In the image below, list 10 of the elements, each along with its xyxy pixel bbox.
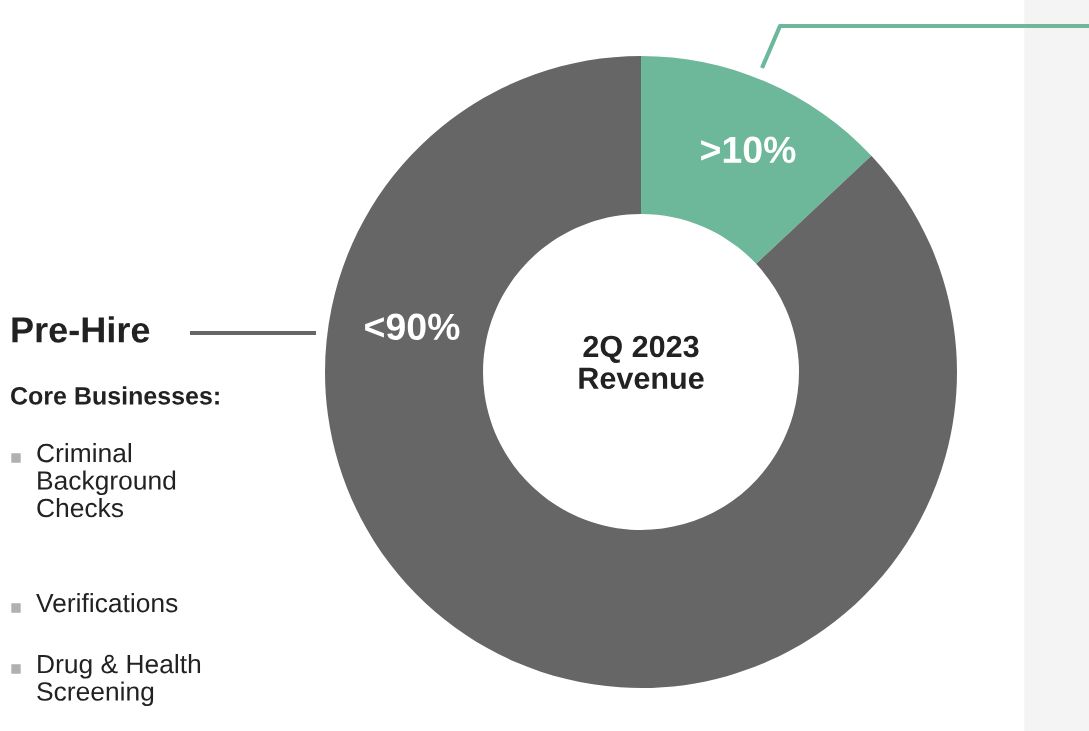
text: Criminal Background Checks bbox=[37, 443, 176, 518]
text: Verifications bbox=[36, 593, 178, 613]
donut-slice bbox=[325, 56, 957, 688]
text: Drug & Health Screening bbox=[37, 654, 201, 707]
text: Core Businesses: bbox=[11, 386, 219, 405]
slice-label: Pre-Hire bbox=[12, 316, 150, 343]
donut-slice bbox=[641, 56, 872, 264]
text: 2Q 2023 Revenue bbox=[579, 335, 704, 390]
data-label: <90% bbox=[365, 313, 460, 341]
data-label: >10% bbox=[701, 136, 796, 164]
